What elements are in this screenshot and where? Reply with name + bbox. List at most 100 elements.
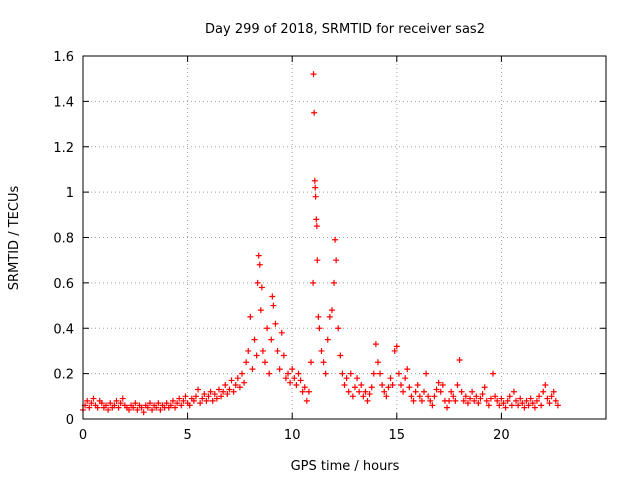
data-point bbox=[435, 379, 442, 386]
data-point bbox=[247, 313, 254, 320]
data-point bbox=[464, 400, 471, 407]
y-tick-label: 0.8 bbox=[53, 232, 74, 247]
data-point bbox=[508, 402, 515, 409]
data-point bbox=[84, 397, 91, 404]
data-point bbox=[519, 400, 526, 407]
data-point bbox=[254, 279, 261, 286]
data-point bbox=[88, 400, 95, 407]
data-point bbox=[316, 325, 323, 332]
data-point bbox=[157, 406, 164, 413]
data-point bbox=[126, 406, 133, 413]
data-point bbox=[293, 381, 300, 388]
data-point bbox=[253, 352, 260, 359]
data-point bbox=[115, 404, 122, 411]
data-point bbox=[458, 388, 465, 395]
data-point bbox=[439, 381, 446, 388]
data-point bbox=[550, 388, 557, 395]
data-point bbox=[333, 257, 340, 264]
data-point bbox=[86, 404, 93, 411]
data-point bbox=[481, 384, 488, 391]
data-point bbox=[174, 400, 181, 407]
y-axis-label: SRMTID / TECUs bbox=[7, 186, 22, 291]
data-point bbox=[487, 395, 494, 402]
data-point bbox=[238, 370, 245, 377]
data-point bbox=[433, 386, 440, 393]
chart-title: Day 299 of 2018, SRMTID for receiver sas… bbox=[205, 22, 485, 37]
data-point bbox=[90, 395, 97, 402]
data-point bbox=[467, 395, 474, 402]
grid bbox=[83, 56, 606, 419]
data-point bbox=[259, 347, 266, 354]
data-point bbox=[310, 71, 317, 78]
x-tick-label: 0 bbox=[79, 428, 87, 443]
axis-ticks: 0 0.2 0.4 0.6 0.8 1 1.2 1.4 1.6 0 5 10 15 20 bbox=[53, 50, 606, 443]
data-point bbox=[266, 370, 273, 377]
data-point bbox=[192, 393, 199, 400]
data-point bbox=[540, 388, 547, 395]
data-point bbox=[285, 370, 292, 377]
data-point bbox=[314, 257, 321, 264]
data-point bbox=[186, 402, 193, 409]
data-point bbox=[450, 393, 457, 400]
data-point bbox=[312, 193, 319, 200]
data-point bbox=[297, 377, 304, 384]
data-point bbox=[448, 388, 455, 395]
data-point bbox=[485, 402, 492, 409]
y-tick-label: 1.2 bbox=[53, 141, 74, 156]
data-point bbox=[282, 375, 289, 382]
data-point bbox=[335, 325, 342, 332]
data-point bbox=[153, 404, 160, 411]
data-point bbox=[358, 381, 365, 388]
data-point bbox=[331, 279, 338, 286]
data-point bbox=[243, 359, 250, 366]
data-point bbox=[490, 370, 497, 377]
data-point bbox=[393, 343, 400, 350]
data-point bbox=[230, 388, 237, 395]
data-point bbox=[389, 381, 396, 388]
data-point bbox=[312, 184, 319, 191]
data-point bbox=[477, 395, 484, 402]
data-point bbox=[172, 404, 179, 411]
data-point bbox=[119, 395, 126, 402]
data-point bbox=[341, 381, 348, 388]
data-point bbox=[190, 397, 197, 404]
data-point bbox=[446, 397, 453, 404]
data-point bbox=[289, 366, 296, 373]
y-tick-label: 0.2 bbox=[53, 368, 74, 383]
data-point bbox=[423, 370, 430, 377]
data-point bbox=[320, 359, 327, 366]
data-point bbox=[207, 388, 214, 395]
data-point bbox=[318, 347, 325, 354]
data-point bbox=[374, 359, 381, 366]
data-point bbox=[134, 406, 141, 413]
data-point bbox=[107, 400, 114, 407]
data-point bbox=[345, 388, 352, 395]
data-point bbox=[201, 391, 208, 398]
data-point bbox=[429, 402, 436, 409]
data-point bbox=[332, 236, 339, 243]
data-point bbox=[529, 400, 536, 407]
data-point bbox=[527, 395, 534, 402]
data-point bbox=[552, 397, 559, 404]
y-tick-label: 1 bbox=[66, 186, 74, 201]
data-point bbox=[349, 393, 356, 400]
data-point bbox=[548, 393, 555, 400]
y-tick-label: 0 bbox=[66, 413, 74, 428]
data-point bbox=[326, 313, 333, 320]
data-point bbox=[167, 402, 174, 409]
data-point bbox=[299, 388, 306, 395]
data-point bbox=[140, 409, 147, 416]
data-point bbox=[303, 397, 310, 404]
data-point bbox=[554, 402, 561, 409]
data-point bbox=[452, 397, 459, 404]
data-point bbox=[155, 400, 162, 407]
data-point bbox=[544, 395, 551, 402]
data-point bbox=[471, 397, 478, 404]
data-point bbox=[328, 307, 335, 314]
data-point bbox=[395, 370, 402, 377]
data-point bbox=[98, 400, 105, 407]
data-point bbox=[209, 397, 216, 404]
data-point bbox=[245, 347, 252, 354]
data-point bbox=[354, 375, 361, 382]
